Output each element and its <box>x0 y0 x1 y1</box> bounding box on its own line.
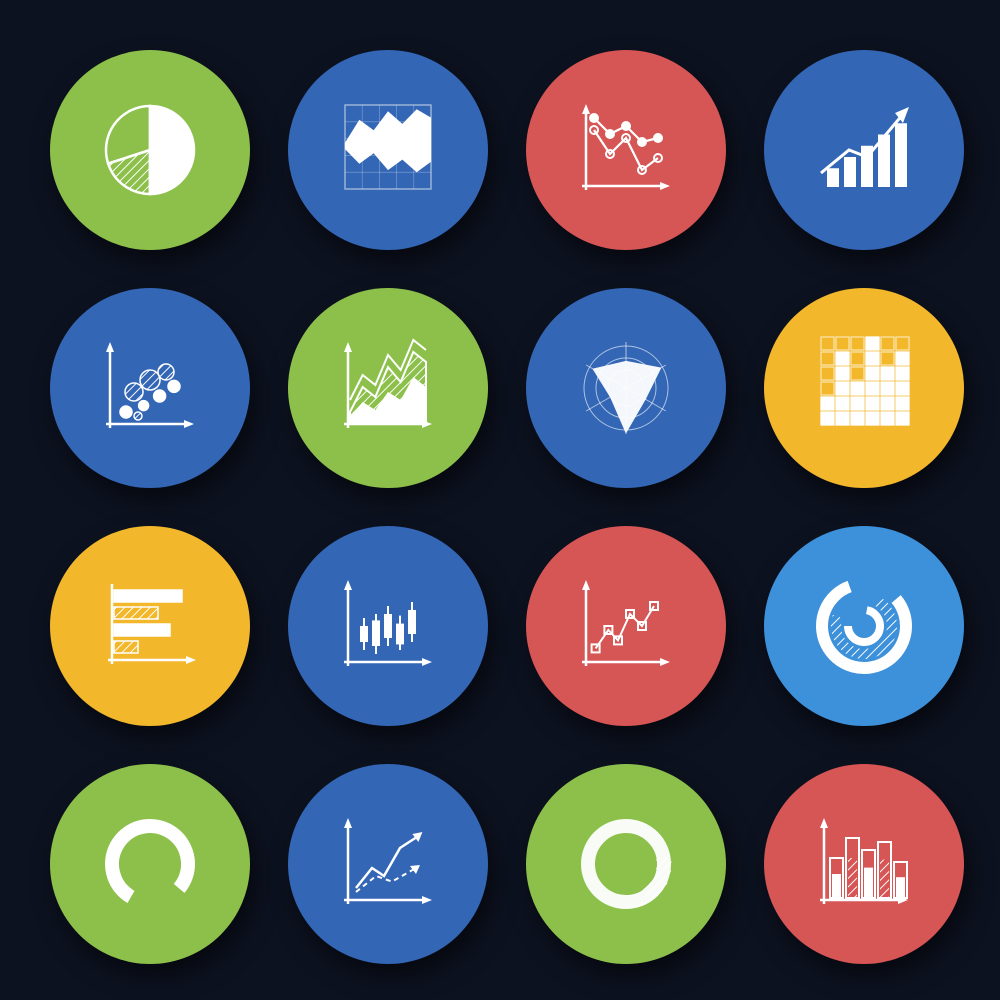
pie-chart-icon <box>50 50 250 250</box>
stacked-area-icon <box>288 288 488 488</box>
area-grid-icon <box>288 50 488 250</box>
scatter-icon <box>50 288 250 488</box>
hbar-icon <box>50 526 250 726</box>
candlestick-icon <box>288 526 488 726</box>
connected-scatter-icon <box>526 526 726 726</box>
chart-icons-grid <box>50 50 950 950</box>
donut-fill-icon <box>526 764 726 964</box>
radial-rings-icon <box>764 526 964 726</box>
radar-icon <box>526 288 726 488</box>
line-points-icon <box>526 50 726 250</box>
trend-lines-icon <box>288 764 488 964</box>
heatmap-grid-icon <box>764 288 964 488</box>
donut-gap-icon <box>50 764 250 964</box>
bars-arrow-icon <box>764 50 964 250</box>
composite-bars-icon <box>764 764 964 964</box>
